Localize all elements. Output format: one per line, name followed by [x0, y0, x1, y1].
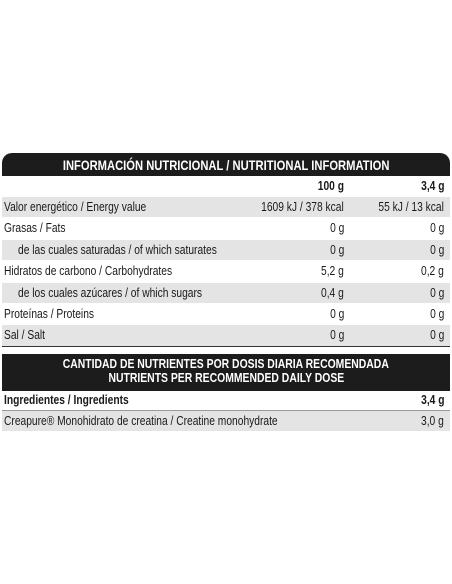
table-row: Proteínas / Proteins 0 g 0 g: [2, 304, 450, 326]
row-value: 0 g: [329, 242, 344, 257]
table-row: Valor energético / Energy value 1609 kJ /…: [2, 197, 450, 219]
row-label: de los cuales azúcares / of which sugars: [18, 285, 203, 300]
dose-bar: CANTIDAD DE NUTRIENTES POR DOSIS DIARIA …: [2, 354, 450, 391]
row-label: Sal / Salt: [4, 328, 46, 343]
dose-title: CANTIDAD DE NUTRIENTES POR DOSIS DIARIA …: [62, 356, 390, 371]
header-title: INFORMACIÓN NUTRICIONAL / NUTRITIONAL IN…: [62, 157, 390, 173]
dose-value: 3,0 g: [421, 414, 444, 428]
header-bar: INFORMACIÓN NUTRICIONAL / NUTRITIONAL IN…: [2, 153, 450, 176]
row-label: Hidratos de carbono / Carbohydrates: [4, 264, 173, 279]
row-value: 0 g: [329, 328, 344, 343]
dose-label: Creapure® Monohidrato de creatina / Crea…: [4, 414, 278, 428]
row-value: 0 g: [429, 242, 444, 257]
row-label: Proteínas / Proteins: [4, 307, 95, 321]
row-value: 0 g: [429, 328, 444, 343]
divider: [2, 346, 450, 347]
row-value: 5,2 g: [321, 264, 344, 279]
table-row: de las cuales saturadas / of which satur…: [2, 239, 450, 262]
dose-title: NUTRIENTS PER RECOMMENDED DAILY DOSE: [108, 370, 344, 385]
table-row: Hidratos de carbono / Carbohydrates 5,2 g…: [2, 261, 450, 283]
dose-header-value: 3,4 g: [420, 393, 444, 407]
row-value: 0 g: [429, 307, 444, 321]
table-row: de los cuales azúcares / of which sugars…: [2, 282, 450, 304]
column-header: 100 g 3,4 g: [2, 176, 450, 197]
column-label: 100 g: [317, 179, 344, 193]
dose-row: Creapure® Monohidrato de creatina / Crea…: [2, 411, 450, 432]
row-value: 55 kJ / 13 kcal: [378, 200, 444, 214]
table-row: Grasas / Fats 0 g 0 g: [2, 218, 450, 240]
row-value: 0,4 g: [321, 285, 344, 300]
row-value: 0 g: [429, 285, 444, 300]
row-value: 1609 kJ / 378 kcal: [261, 200, 344, 214]
row-value: 0,2 g: [421, 264, 444, 279]
row-label: Valor energético / Energy value: [4, 200, 147, 214]
column-label: 3,4 g: [420, 179, 444, 193]
row-label: de las cuales saturadas / of which satur…: [18, 242, 217, 257]
row-label: Grasas / Fats: [4, 221, 66, 236]
dose-header: Ingredientes / Ingredients 3,4 g: [2, 390, 450, 411]
row-value: 0 g: [429, 221, 444, 236]
dose-header-label: Ingredientes / Ingredients: [4, 393, 129, 407]
row-value: 0 g: [329, 221, 344, 236]
table-row: Sal / Salt 0 g 0 g: [2, 325, 450, 347]
row-value: 0 g: [329, 307, 344, 321]
